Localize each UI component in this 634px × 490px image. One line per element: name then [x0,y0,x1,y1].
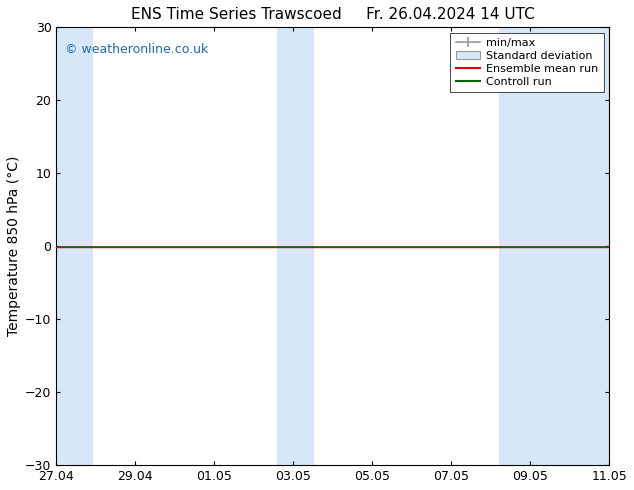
Legend: min/max, Standard deviation, Ensemble mean run, Controll run: min/max, Standard deviation, Ensemble me… [450,33,604,92]
Bar [498,27,609,465]
Y-axis label: Temperature 850 hPa (°C): Temperature 850 hPa (°C) [7,156,21,337]
Title: ENS Time Series Trawscoed     Fr. 26.04.2024 14 UTC: ENS Time Series Trawscoed Fr. 26.04.2024… [131,7,534,22]
Text: © weatheronline.co.uk: © weatheronline.co.uk [65,43,208,55]
Bar [278,27,314,465]
Bar [56,27,93,465]
